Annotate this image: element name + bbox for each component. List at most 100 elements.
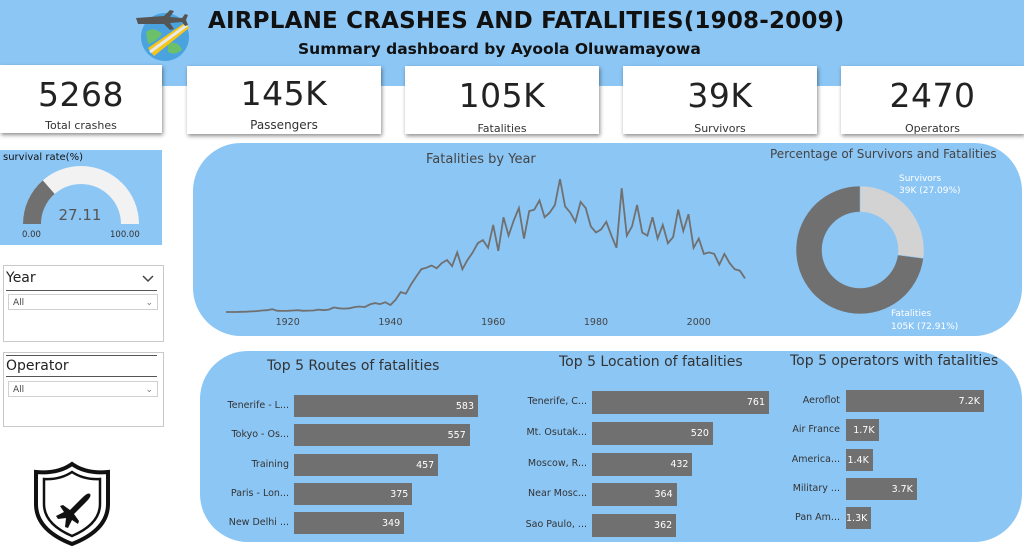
bar-value-label: 520 (690, 427, 709, 439)
bar[interactable] (592, 483, 677, 507)
donut-label-fatalities-value: 105K (72.91%) (891, 322, 959, 332)
donut-label-survivors-value: 39K (27.09%) (899, 186, 961, 196)
kpi-fatalities: 105K Fatalities (405, 66, 599, 135)
category-label: Moscow, R... (527, 457, 587, 469)
category-label: Tenerife - L... (227, 400, 289, 411)
divider (6, 355, 157, 356)
category-label: Tokyo - Os... (231, 429, 289, 441)
category-label: New Delhi ... (228, 517, 289, 529)
bar-value-label: 1.3K (846, 513, 868, 525)
x-tick-label: 1980 (584, 317, 608, 328)
bar-value-label: 362 (654, 520, 673, 532)
x-tick-label: 2000 (687, 317, 711, 328)
operator-slicer-title: Operator (6, 358, 69, 374)
donut-slice-fatalities (795, 185, 924, 315)
chevron-down-icon[interactable] (142, 275, 154, 283)
category-label: Aeroflot (802, 395, 840, 406)
kpi-survivors: 39K Survivors (623, 66, 817, 135)
x-tick-label: 1960 (481, 317, 505, 328)
bar[interactable] (846, 448, 873, 471)
category-label: Sao Paulo, ... (525, 519, 587, 531)
bar[interactable] (592, 391, 769, 414)
bottom-panel (200, 351, 1022, 542)
survival-rate-card: survival rate(%) 27.11 0.00 100.00 (0, 150, 162, 245)
bar[interactable] (294, 424, 470, 447)
divider (6, 290, 157, 291)
kpi-value: 2470 (889, 76, 976, 115)
bar[interactable] (592, 452, 693, 476)
x-tick-label: 1920 (276, 317, 300, 328)
kpi-passengers: 145K Passengers (187, 66, 381, 134)
bar-value-label: 557 (447, 430, 466, 442)
routes-chart-title: Top 5 Routes of fatalities (267, 358, 440, 374)
category-label: Military ... (792, 482, 840, 494)
bar[interactable] (846, 507, 871, 530)
bar[interactable] (846, 419, 879, 442)
bar-value-label: 3.7K (891, 483, 913, 495)
bar-value-label: 375 (390, 488, 409, 500)
year-slicer-title: Year (6, 270, 36, 286)
category-label: Mt. Osutak... (526, 426, 587, 438)
bar-value-label: 1.7K (853, 425, 875, 437)
bar-value-label: 364 (654, 489, 673, 501)
airplane-shield-icon (34, 461, 110, 547)
survival-rate-title: survival rate(%) (3, 152, 83, 163)
kpi-value: 145K (240, 74, 328, 113)
bar[interactable] (592, 421, 713, 445)
gauge-track (23, 166, 139, 224)
bar[interactable] (294, 482, 413, 505)
category-label: America... (791, 453, 840, 465)
bar[interactable] (846, 477, 917, 500)
kpi-total-crashes: 5268 Total crashes (0, 65, 162, 133)
bar[interactable] (294, 395, 478, 417)
category-label: Air France (792, 424, 840, 436)
kpi-label: Fatalities (477, 122, 527, 135)
bar[interactable] (294, 453, 439, 476)
operators-chart-title: Top 5 operators with fatalities (790, 353, 999, 369)
divider (6, 376, 157, 377)
bar[interactable] (846, 390, 984, 412)
kpi-label: Passengers (250, 118, 318, 132)
kpi-operators: 2470 Operators (841, 66, 1024, 135)
chevron-down-icon: ⌄ (145, 298, 153, 308)
airplane-globe-icon (136, 10, 189, 61)
donut-slice-survivors (859, 185, 925, 259)
kpi-label: Survivors (694, 122, 746, 135)
gauge-fill (23, 180, 55, 224)
year-slicer: Year All ⌄ (3, 265, 164, 342)
line-chart-title: Fatalities by Year (426, 152, 536, 167)
bar-value-label: 761 (746, 397, 765, 408)
operator-slicer: Operator All ⌄ (3, 352, 164, 427)
category-label: Pan Am... (795, 512, 840, 524)
donut-label-fatalities-name: Fatalities (891, 309, 932, 319)
gauge-value: 27.11 (58, 206, 102, 224)
kpi-value: 105K (458, 76, 546, 115)
bar[interactable] (592, 514, 677, 538)
survival-gauge (23, 166, 139, 224)
dashboard-title: AIRPLANE CRASHES AND FATALITIES(1908-200… (208, 8, 845, 34)
bar[interactable] (294, 512, 405, 535)
operator-dropdown-value: All (13, 385, 25, 395)
category-label: Tenerife, C... (527, 396, 587, 407)
bar-value-label: 7.2K (958, 396, 980, 407)
donut-label-survivors-name: Survivors (899, 174, 942, 184)
operator-dropdown[interactable]: All ⌄ (8, 381, 158, 397)
bar-value-label: 432 (670, 458, 689, 470)
donut-chart-title: Percentage of Survivors and Fatalities (770, 147, 997, 161)
year-dropdown-value: All (13, 298, 25, 308)
gauge-max-label: 100.00 (110, 230, 140, 240)
year-dropdown[interactable]: All ⌄ (8, 294, 158, 310)
bar-value-label: 1.4K (847, 454, 869, 466)
kpi-value: 5268 (38, 75, 124, 114)
bar-value-label: 349 (382, 518, 401, 530)
locations-chart-title: Top 5 Location of fatalities (559, 354, 743, 370)
bar-value-label: 457 (416, 459, 435, 471)
kpi-label: Total crashes (45, 119, 117, 132)
fatalities-by-year-chart: 1920 1940 1960 1980 2000 (226, 178, 746, 328)
x-tick-label: 1940 (378, 317, 402, 328)
kpi-value: 39K (687, 76, 753, 115)
category-label: Training (251, 458, 290, 470)
gauge-min-label: 0.00 (22, 230, 41, 240)
survivors-fatalities-donut (795, 185, 925, 315)
category-label: Paris - Lon... (230, 487, 289, 499)
